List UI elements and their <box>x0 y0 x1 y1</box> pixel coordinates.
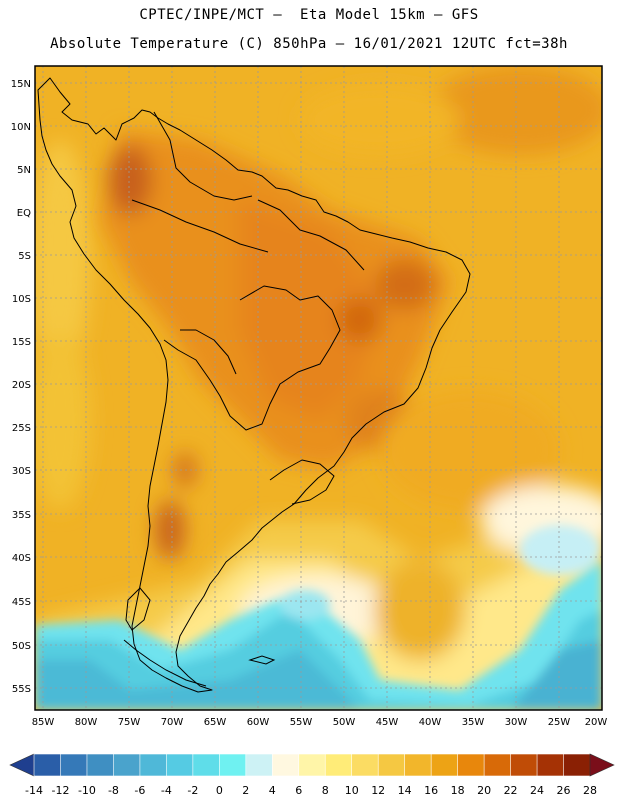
colorbar-label: -10 <box>78 784 96 797</box>
colorbar-label: 18 <box>451 784 465 797</box>
lon-label: 70W <box>161 717 184 728</box>
lat-label: EQ <box>17 208 31 219</box>
colorbar-label: 4 <box>269 784 276 797</box>
lon-label: 25W <box>548 717 571 728</box>
longitude-labels: 85W 80W 75W 70W 65W 60W 55W 50W 45W 40W … <box>32 717 608 728</box>
colorbar-swatch <box>245 753 274 777</box>
colorbar: -14 -12 -10 -8 -6 -4 -2 0 2 4 6 8 10 12 14 16 18 20 22 24 26… <box>9 753 615 797</box>
lat-label: 55S <box>12 684 31 695</box>
lat-label: 50S <box>12 641 31 652</box>
colorbar-label: 14 <box>398 784 412 797</box>
map-frame <box>34 65 603 711</box>
colorbar-label: 0 <box>216 784 223 797</box>
lat-label: 10N <box>11 122 31 133</box>
colorbar-label: -8 <box>108 784 119 797</box>
colorbar-label: -2 <box>187 784 198 797</box>
lon-label: 75W <box>118 717 141 728</box>
lat-label: 10S <box>12 294 31 305</box>
lon-label: 55W <box>290 717 313 728</box>
colorbar-swatch <box>430 753 459 777</box>
colorbar-right-arrow <box>589 753 615 777</box>
lon-label: 20W <box>585 717 608 728</box>
coastlines <box>37 77 471 693</box>
lon-label: 30W <box>505 717 528 728</box>
lat-label: 5S <box>18 251 31 262</box>
title-line-1: CPTEC/INPE/MCT – Eta Model 15km – GFS <box>139 7 479 23</box>
colorbar-label: 26 <box>557 784 571 797</box>
colorbar-swatch <box>536 753 565 777</box>
title-line-2: Absolute Temperature (C) 850hPa – 16/01/… <box>50 36 568 52</box>
lat-label: 30S <box>12 466 31 477</box>
colorbar-swatch <box>139 753 168 777</box>
colorbar-label: 24 <box>530 784 544 797</box>
colorbar-label: 2 <box>242 784 249 797</box>
colorbar-swatch <box>483 753 512 777</box>
colorbar-swatch <box>60 753 88 777</box>
latitude-labels: 15N 10N 5N EQ 5S 10S 15S 20S 25S 30S 35S… <box>11 79 31 695</box>
colorbar-swatch <box>404 753 432 777</box>
colorbar-label: -12 <box>51 784 69 797</box>
lon-label: 80W <box>75 717 98 728</box>
colorbar-swatch <box>166 753 194 777</box>
colorbar-swatch <box>351 753 379 777</box>
colorbar-label: 16 <box>424 784 438 797</box>
lat-label: 40S <box>12 553 31 564</box>
lat-label: 35S <box>12 510 31 521</box>
colorbar-swatch <box>192 753 221 777</box>
lon-label: 65W <box>204 717 227 728</box>
colorbar-swatch <box>219 753 247 777</box>
lat-label: 20S <box>12 380 31 391</box>
lon-label: 45W <box>376 717 399 728</box>
colorbar-swatch <box>377 753 406 777</box>
colorbar-label: 10 <box>345 784 359 797</box>
colorbar-label: 6 <box>295 784 302 797</box>
lat-label: 45S <box>12 597 31 608</box>
colorbar-swatch <box>298 753 327 777</box>
lon-label: 85W <box>32 717 55 728</box>
colorbar-swatch <box>563 753 591 777</box>
colorbar-label: 12 <box>371 784 385 797</box>
lat-label: 5N <box>17 165 31 176</box>
colorbar-swatch <box>33 753 62 777</box>
colorbar-swatch <box>113 753 141 777</box>
colorbar-label: 20 <box>477 784 491 797</box>
lon-label: 35W <box>462 717 485 728</box>
colorbar-label: -14 <box>25 784 43 797</box>
colorbar-swatch <box>86 753 115 777</box>
lon-label: 50W <box>333 717 356 728</box>
colorbar-swatch <box>271 753 300 777</box>
lon-label: 60W <box>247 717 270 728</box>
colorbar-swatch <box>510 753 538 777</box>
colorbar-label: -4 <box>161 784 172 797</box>
colorbar-label: 28 <box>583 784 597 797</box>
colorbar-label: -6 <box>134 784 145 797</box>
colorbar-swatch <box>324 753 353 777</box>
temperature-field <box>35 66 602 710</box>
lat-label: 15N <box>11 79 31 90</box>
colorbar-label: 8 <box>322 784 329 797</box>
colorbar-left-arrow <box>9 753 35 777</box>
colorbar-label: 22 <box>504 784 518 797</box>
lat-label: 15S <box>12 337 31 348</box>
lon-label: 40W <box>419 717 442 728</box>
colorbar-swatch <box>457 753 485 777</box>
lat-label: 25S <box>12 423 31 434</box>
